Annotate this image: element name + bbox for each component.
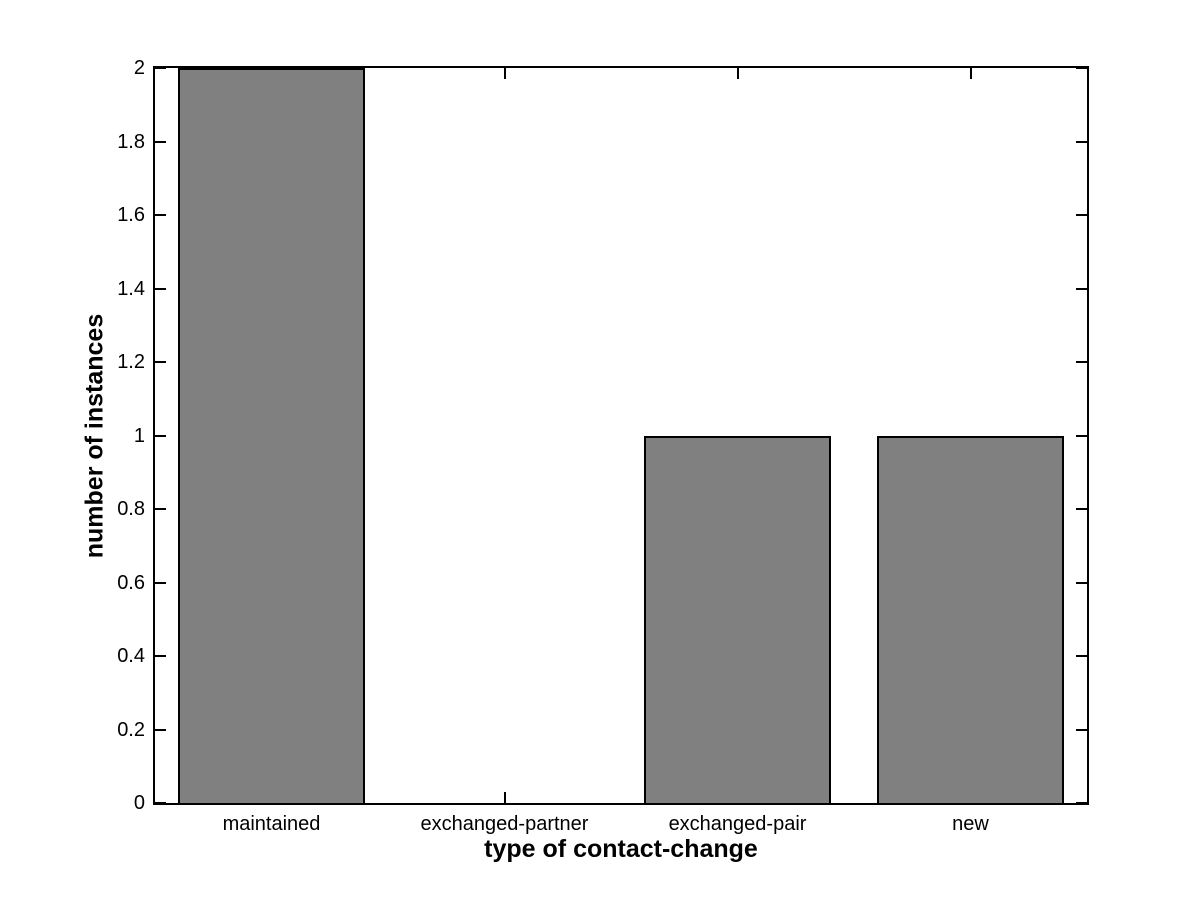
y-tick-label: 0.2 — [117, 718, 145, 741]
axis-tick-mark — [155, 728, 166, 731]
y-tick-label: 1.2 — [117, 351, 145, 373]
x-tick-label: exchanged-partner — [420, 813, 589, 835]
axis-tick-mark — [155, 434, 166, 437]
y-tick-label: 0 — [133, 792, 145, 814]
x-tick-label: exchanged-pair — [668, 813, 807, 835]
bar-exchanged-pair — [644, 435, 831, 803]
axis-tick-mark — [155, 361, 166, 363]
axis-tick-mark — [1076, 140, 1087, 143]
axis-tick-mark — [155, 581, 166, 584]
y-tick-label: 1 — [133, 424, 145, 447]
y-tick-label: 0.4 — [117, 645, 145, 667]
axis-tick-mark — [736, 68, 739, 79]
axis-tick-mark — [1076, 287, 1087, 290]
y-axis-label: number of instances — [80, 313, 109, 559]
axis-tick-mark — [155, 508, 166, 510]
y-tick-label: 1.6 — [117, 204, 145, 226]
axis-tick-mark — [503, 792, 506, 803]
axis-tick-mark — [1076, 361, 1087, 363]
y-tick-label: 0.6 — [117, 571, 145, 594]
axis-tick-mark — [1076, 508, 1087, 510]
x-tick-label: maintained — [222, 813, 321, 835]
axis-tick-mark — [969, 68, 972, 79]
axis-tick-mark — [1076, 802, 1087, 804]
axis-tick-mark — [155, 214, 166, 216]
axis-tick-mark — [155, 67, 166, 69]
x-tick-label: new — [952, 813, 989, 835]
plot-area — [153, 66, 1089, 805]
axis-tick-mark — [155, 802, 166, 804]
axis-tick-mark — [503, 68, 506, 79]
axis-tick-mark — [155, 287, 166, 290]
y-tick-label: 1.8 — [117, 130, 145, 153]
y-tick-label: 1.4 — [117, 277, 145, 300]
x-axis-label: type of contact-change — [484, 835, 758, 863]
axis-tick-mark — [1076, 434, 1087, 437]
axis-tick-mark — [155, 140, 166, 143]
y-tick-label: 0.8 — [117, 498, 145, 520]
y-tick-label: 2 — [133, 57, 145, 79]
axis-tick-mark — [155, 655, 166, 657]
axis-tick-mark — [1076, 581, 1087, 584]
axis-tick-mark — [1076, 728, 1087, 731]
axis-tick-mark — [1076, 67, 1087, 69]
axis-tick-mark — [1076, 655, 1087, 657]
axis-tick-mark — [1076, 214, 1087, 216]
bar-maintained — [178, 68, 365, 803]
bar-new — [877, 435, 1064, 803]
